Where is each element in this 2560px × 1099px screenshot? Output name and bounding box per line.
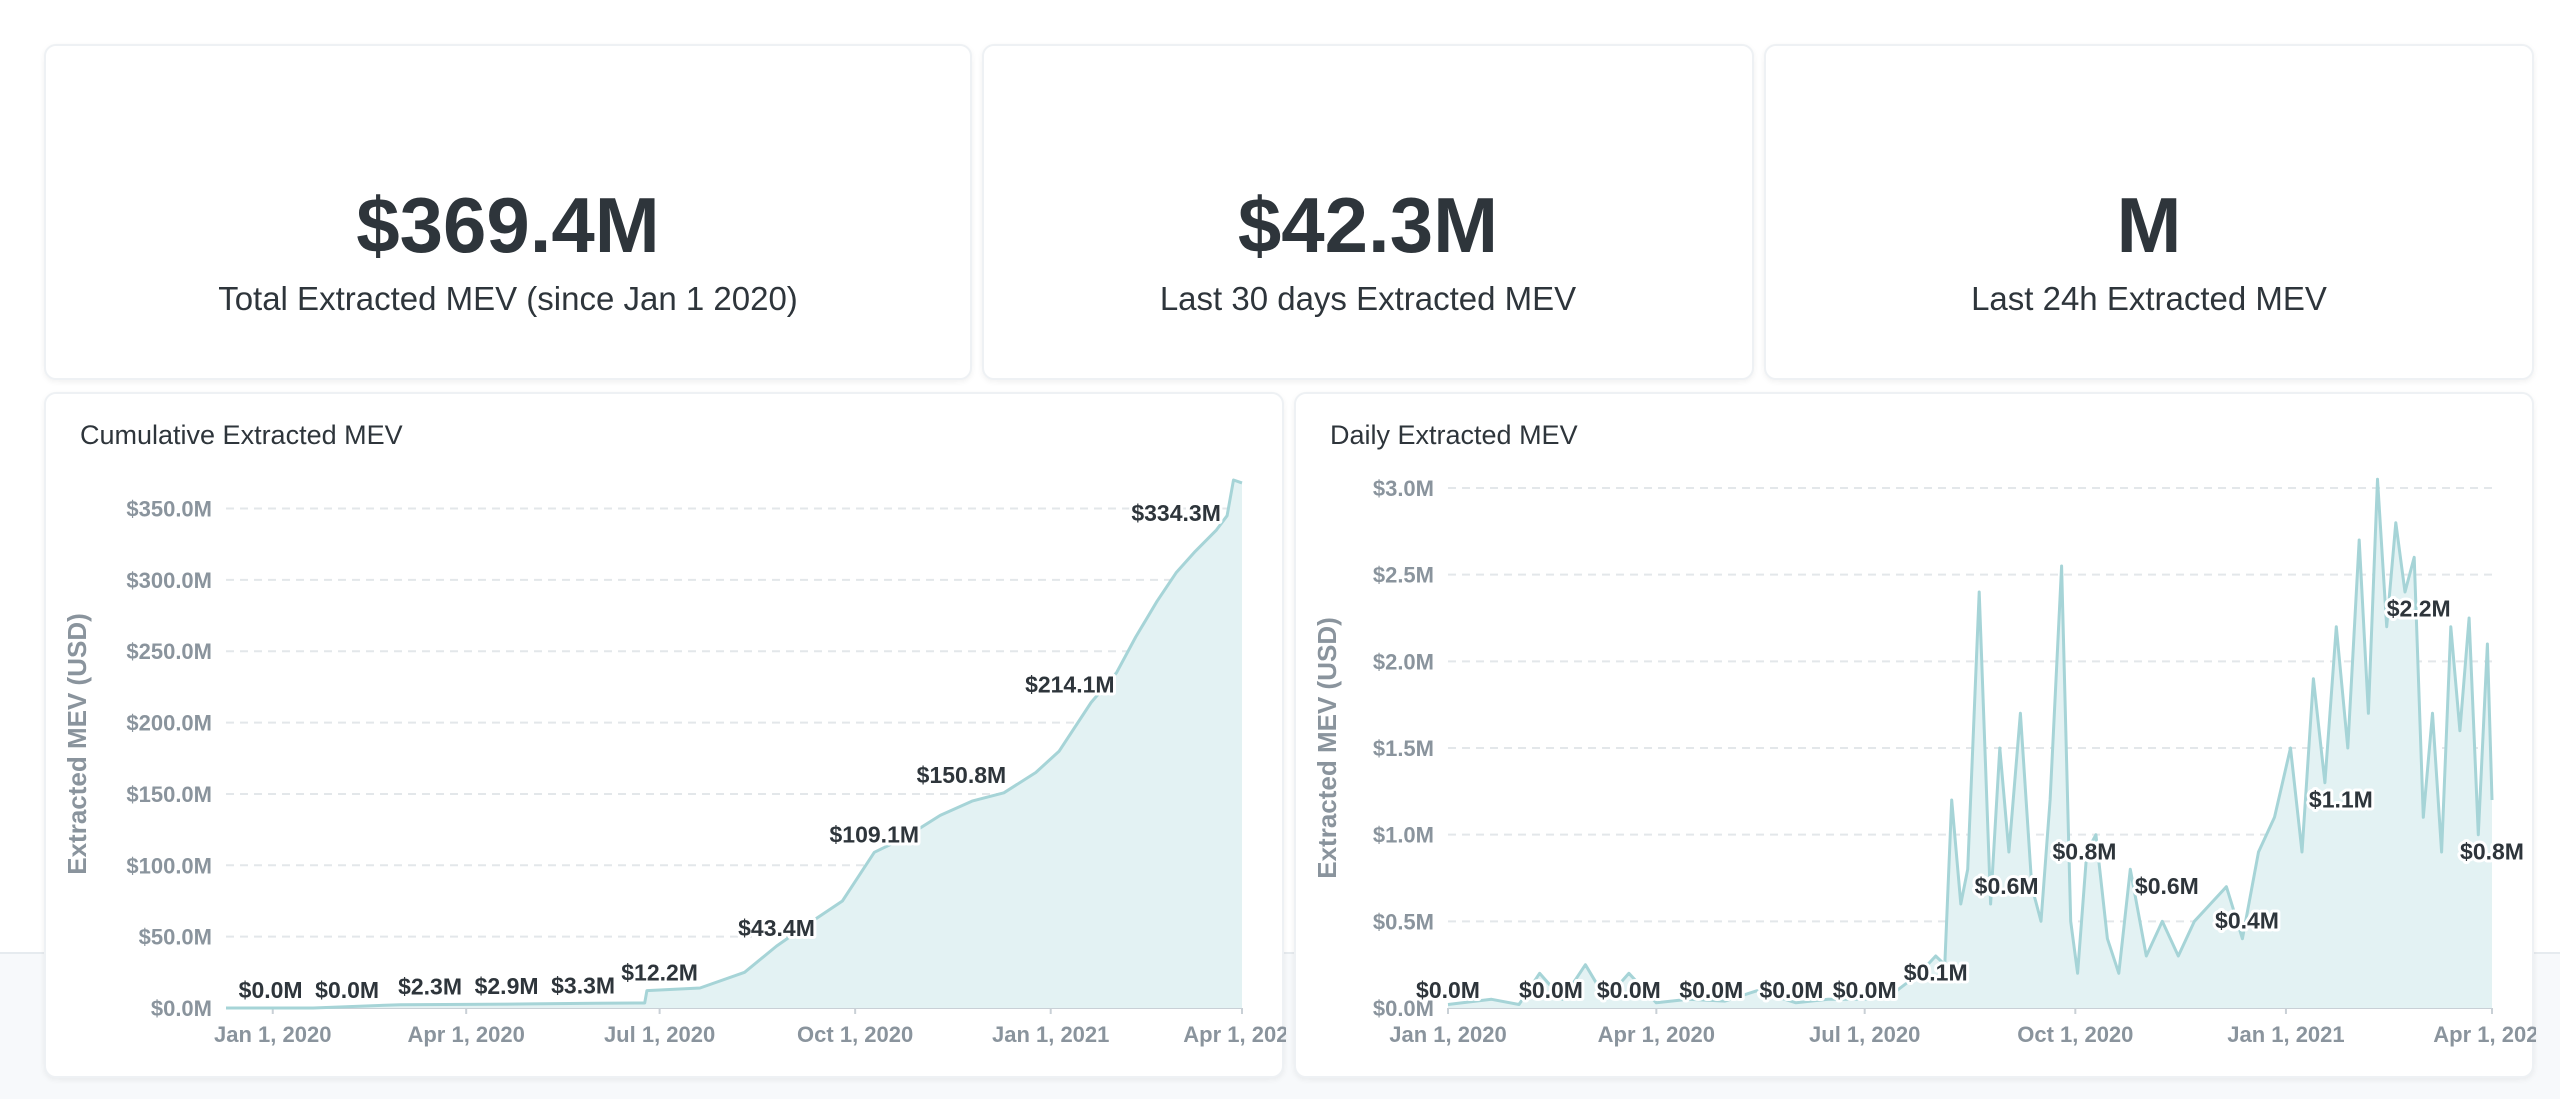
series-area [226,480,1242,1008]
y-tick-label: $3.0M [1373,476,1434,501]
kpi-label: Last 24h Extracted MEV [1971,280,2327,317]
x-tick-label: Jul 1, 2020 [1809,1022,1920,1047]
data-label: $3.3M [551,972,615,998]
data-label: $0.6M [2135,873,2199,899]
data-label: $12.2M [621,960,698,986]
y-tick-label: $1.0M [1373,823,1434,848]
data-label: $2.2M [2387,596,2451,622]
x-tick-label: Jan 1, 2021 [992,1022,1109,1047]
cumulative-chart-card: Cumulative Extracted MEV $0.0M $50.0M $100… [44,392,1286,1078]
y-tick-label: $2.5M [1373,563,1434,588]
data-label: $0.0M [1519,977,1583,1003]
y-tick-label: $1.5M [1373,736,1434,761]
data-label: $109.1M [830,821,920,847]
x-tick-label: Jan 1, 2021 [2227,1022,2344,1047]
cumulative-chart: $0.0M $50.0M $100.0M $150.0M $200.0M $250.0M $… [62,478,1286,1047]
y-tick-label: $50.0M [139,925,212,950]
data-label: $2.9M [475,973,539,999]
data-label: $0.0M [1679,977,1743,1003]
kpi-card-24h: M Last 24h Extracted MEV [1764,44,2534,380]
y-tick-label: $300.0M [126,568,212,593]
kpi-label: Total Extracted MEV (since Jan 1 2020) [218,280,798,317]
kpi-value: $42.3M [1237,181,1499,269]
y-tick-label: $200.0M [126,711,212,736]
y-tick-label: $0.0M [151,996,212,1021]
chart-title: Cumulative Extracted MEV [80,420,403,450]
data-label: $0.4M [2215,908,2279,934]
series-line [1447,477,2494,1006]
data-label: $214.1M [1025,671,1115,697]
data-label: $0.0M [315,977,379,1003]
y-axis-title: Extracted MEV (USD) [1312,617,1342,879]
data-label: $43.4M [738,915,815,941]
x-tick-label: Apr 1, 2021 [1183,1022,1286,1047]
data-label: $0.0M [239,977,303,1003]
x-tick-label: Jul 1, 2020 [604,1022,715,1047]
daily-chart-card: Daily Extracted MEV $0.0M $0.5M $1.0M $1.5M… [1294,392,2536,1078]
x-tick-label: Jan 1, 2020 [1389,1022,1506,1047]
y-tick-label: $150.0M [126,782,212,807]
data-label: $0.6M [1975,873,2039,899]
x-tick-label: Apr 1, 2020 [407,1022,524,1047]
kpi-card-total: $369.4M Total Extracted MEV (since Jan 1… [44,44,972,380]
x-tick-label: Oct 1, 2020 [2017,1022,2133,1047]
y-axis-title: Extracted MEV (USD) [62,613,92,875]
y-tick-label: $2.0M [1373,649,1434,674]
kpi-value: $369.4M [356,181,660,269]
y-tick-label: $350.0M [126,497,212,522]
x-tick-label: Oct 1, 2020 [797,1022,913,1047]
x-tick-label: Apr 1, 2021 [2433,1022,2536,1047]
data-label: $0.1M [1904,960,1968,986]
x-tick-label: Apr 1, 2020 [1598,1022,1715,1047]
y-tick-label: $100.0M [126,853,212,878]
kpi-card-30d: $42.3M Last 30 days Extracted MEV [982,44,1754,380]
kpi-label: Last 30 days Extracted MEV [1159,280,1577,317]
data-label: $334.3M [1131,500,1221,526]
data-label: $1.1M [2309,786,2373,812]
series-area [1448,479,2492,1008]
y-tick-label: $0.5M [1373,909,1434,934]
series-line [226,478,1243,1010]
data-label: $0.8M [2460,838,2524,864]
kpi-value: M [2116,181,2182,269]
chart-title: Daily Extracted MEV [1330,420,1578,450]
data-label: $0.0M [1597,977,1661,1003]
daily-chart: $0.0M $0.5M $1.0M $1.5M $2.0M $2.5M $3.0M Jan 1… [1312,476,2536,1047]
y-tick-label: $0.0M [1373,996,1434,1021]
data-label: $0.8M [2053,838,2117,864]
data-label: $0.0M [1416,977,1480,1003]
data-label: $0.0M [1759,977,1823,1003]
x-tick-label: Jan 1, 2020 [214,1022,331,1047]
data-label: $2.3M [398,974,462,1000]
data-label: $150.8M [917,762,1007,788]
y-tick-label: $250.0M [126,639,212,664]
data-label: $0.0M [1833,977,1897,1003]
